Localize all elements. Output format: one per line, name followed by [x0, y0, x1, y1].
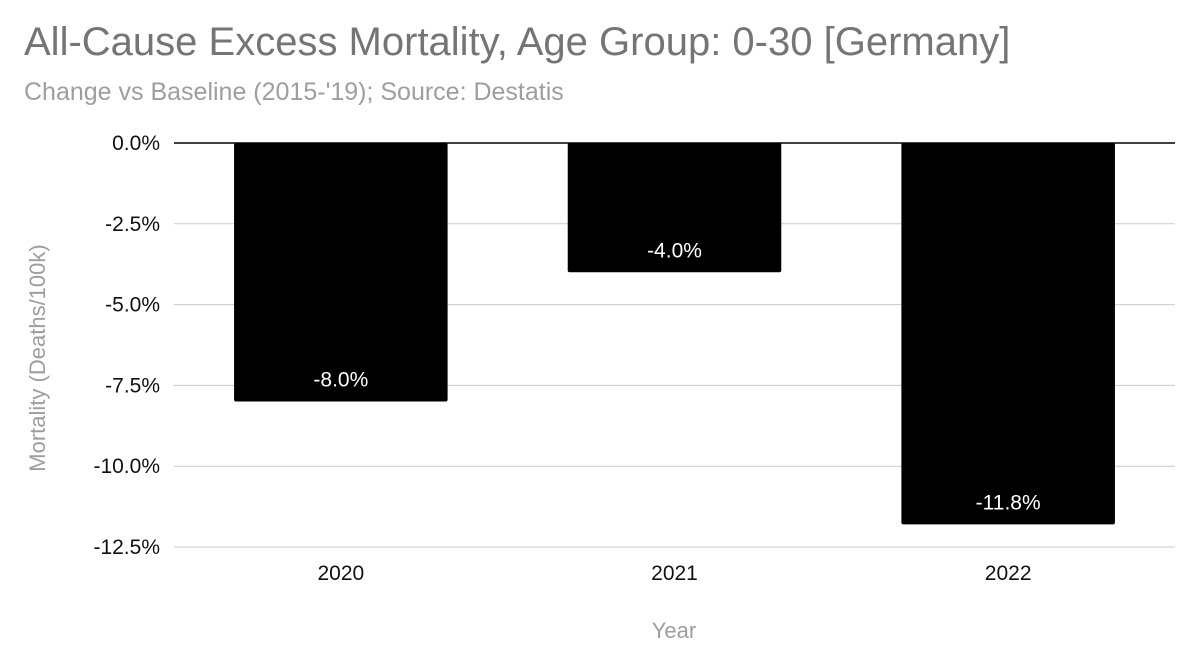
- x-axis-title: Year: [652, 618, 696, 643]
- x-tick-labels: 2020 2021 2022: [317, 562, 1031, 585]
- data-label-2022: -11.8%: [976, 491, 1041, 514]
- x-tick-label: 2022: [985, 562, 1032, 585]
- y-tick-label: -10.0%: [93, 455, 160, 478]
- x-tick-label: 2021: [651, 562, 698, 585]
- chart-title: All-Cause Excess Mortality, Age Group: 0…: [24, 20, 1011, 64]
- y-axis-title: Mortality (Deaths/100k): [25, 244, 50, 471]
- y-tick-label: -12.5%: [93, 536, 160, 559]
- y-tick-labels: 0.0% -2.5% -5.0% -7.5% -10.0% -12.5%: [93, 132, 160, 559]
- bar-2021: [567, 143, 782, 273]
- data-labels: -8.0% -4.0% -11.8%: [313, 239, 1040, 514]
- bar-2020: [234, 143, 448, 402]
- y-tick-label: 0.0%: [112, 132, 160, 155]
- data-label-2020: -8.0%: [313, 369, 368, 392]
- data-label-2021: -4.0%: [647, 239, 702, 262]
- y-tick-label: -7.5%: [105, 374, 160, 397]
- x-tick-label: 2020: [317, 562, 364, 585]
- y-tick-label: -5.0%: [105, 294, 160, 317]
- bars: [234, 143, 1115, 525]
- y-tick-label: -2.5%: [105, 213, 160, 236]
- chart-subtitle: Change vs Baseline (2015-'19); Source: D…: [24, 78, 564, 106]
- bar-2022: [901, 143, 1115, 525]
